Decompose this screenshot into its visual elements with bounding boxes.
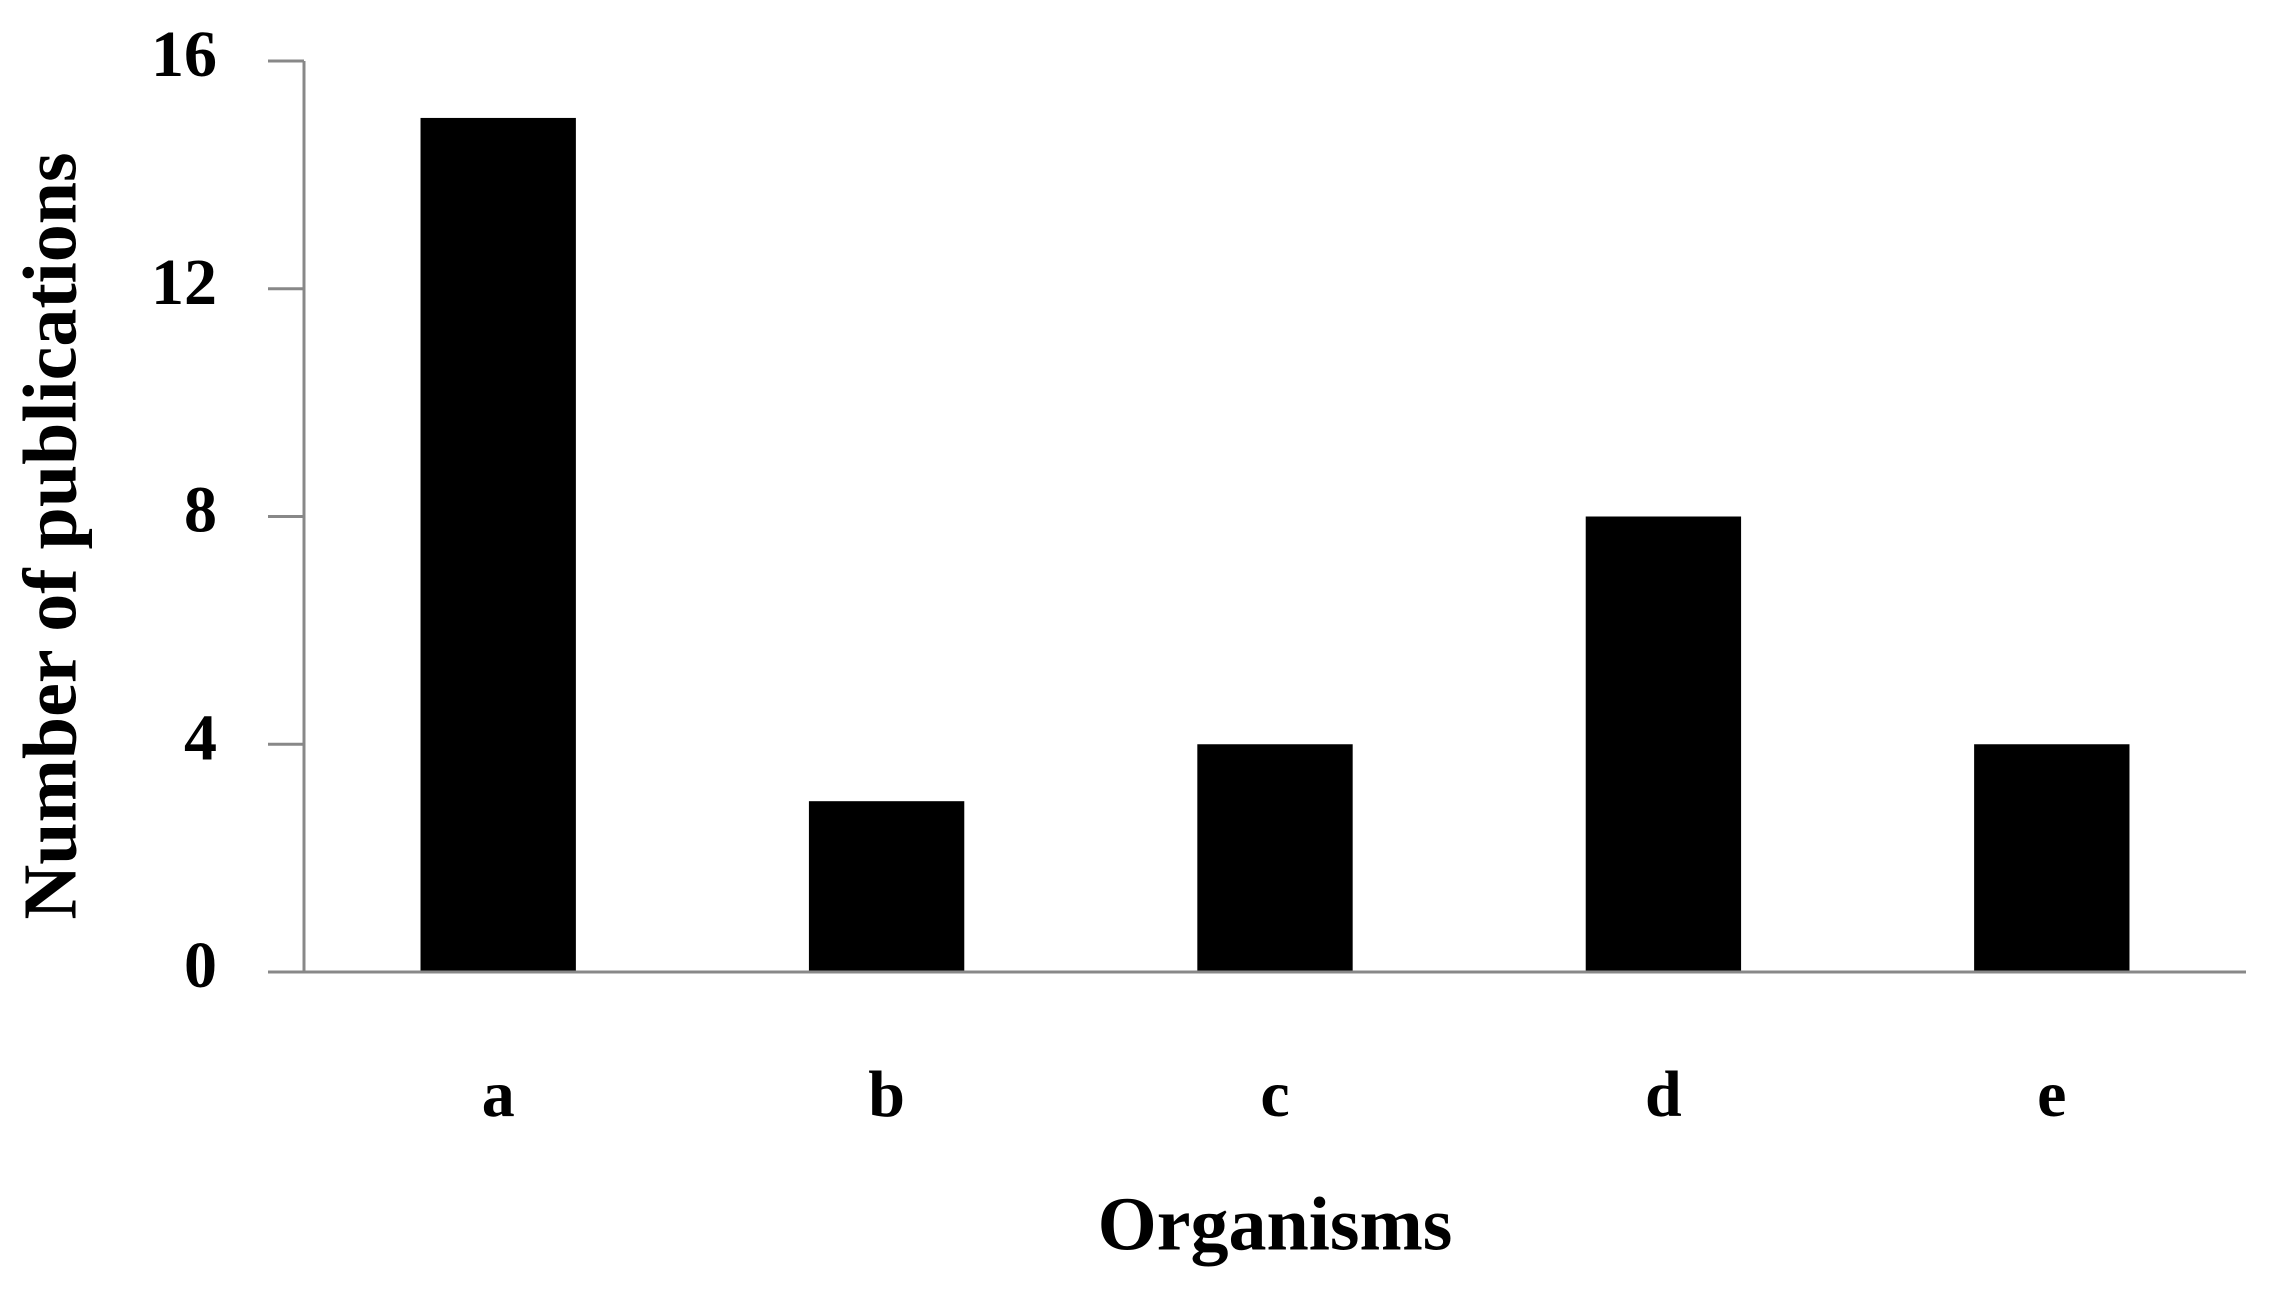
x-tick-label: b — [868, 1058, 905, 1131]
x-tick-label: e — [2037, 1058, 2066, 1131]
y-tick-label: 16 — [151, 18, 217, 91]
x-axis-title: Organisms — [1098, 1182, 1453, 1266]
bar — [420, 117, 576, 972]
bar — [1974, 744, 2130, 972]
bar — [808, 801, 965, 972]
y-tick-label: 4 — [184, 701, 217, 774]
y-tick-label: 8 — [184, 474, 217, 547]
x-tick-label: c — [1260, 1058, 1289, 1131]
x-tick-label: a — [482, 1058, 515, 1131]
y-tick-label: 0 — [184, 929, 217, 1002]
x-tick-label: d — [1645, 1058, 1682, 1131]
y-axis-title: Number of publications — [8, 152, 92, 919]
bar — [1197, 744, 1353, 972]
bar — [1585, 516, 1742, 972]
y-tick-label: 12 — [151, 246, 217, 319]
